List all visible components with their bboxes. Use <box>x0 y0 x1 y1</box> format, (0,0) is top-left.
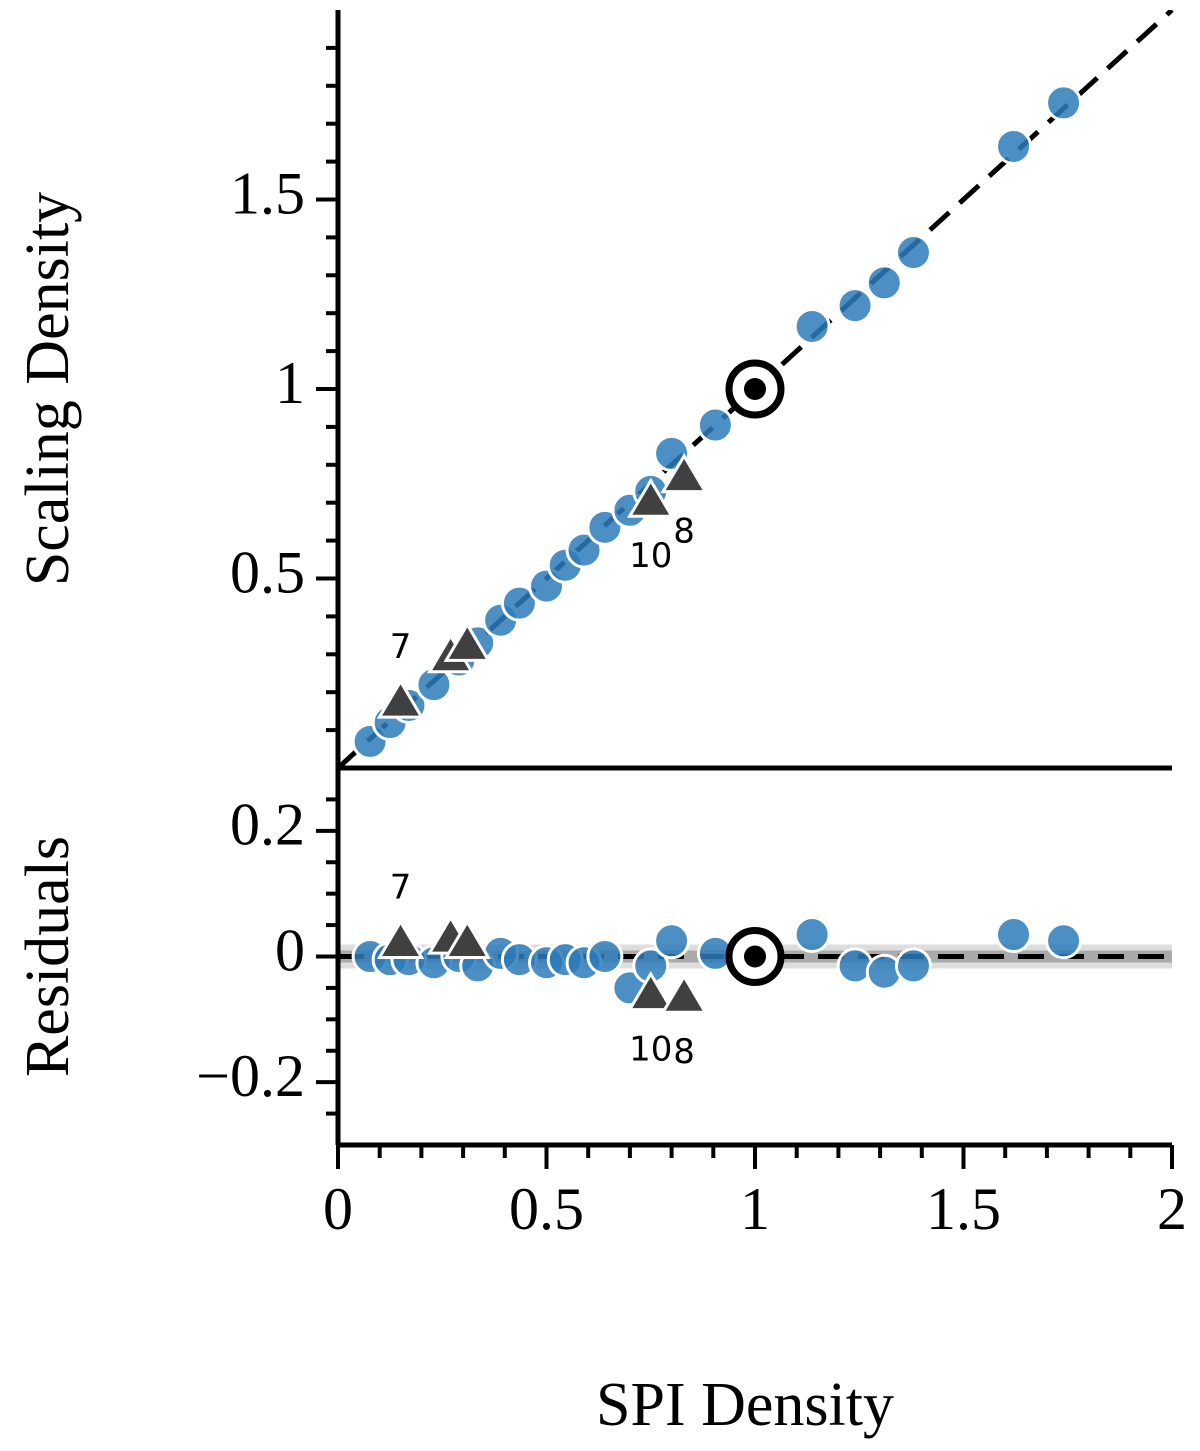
point <box>565 531 603 569</box>
plot-area <box>338 914 1172 1014</box>
point <box>995 127 1033 165</box>
point <box>894 234 932 272</box>
y-tick-label: 0.5 <box>230 539 305 605</box>
point <box>586 938 624 975</box>
point-label: 7 <box>390 867 412 907</box>
triangle-point <box>627 477 675 518</box>
point <box>865 264 903 302</box>
point <box>1045 84 1083 122</box>
triangle-point <box>660 453 708 494</box>
point <box>586 508 624 546</box>
triangle-point <box>376 918 425 960</box>
point <box>696 406 734 444</box>
point <box>793 307 831 345</box>
x-tick-label: 0 <box>323 1176 353 1242</box>
point-label: 8 <box>673 1032 695 1072</box>
x-tick-label: 1.5 <box>926 1176 1001 1242</box>
x-axis-label: SPI Density <box>596 1371 894 1439</box>
point-label: 7 <box>390 627 412 667</box>
y-tick-label: 1.5 <box>230 160 305 226</box>
x-tick-label: 2 <box>1157 1176 1187 1242</box>
point-label: 8 <box>673 512 695 552</box>
point <box>653 922 691 960</box>
triangle-point <box>376 678 425 719</box>
point <box>1045 922 1083 960</box>
point-label: 10 <box>629 536 672 576</box>
triangle-point <box>627 971 675 1012</box>
point <box>793 916 831 954</box>
y-tick-label: −0.2 <box>196 1043 305 1109</box>
triangle-point <box>443 621 491 662</box>
point <box>500 584 538 622</box>
y-tick-label: 0.2 <box>230 792 305 858</box>
y-tick-label: 0 <box>275 917 305 983</box>
triangle-point <box>660 973 708 1014</box>
point <box>995 916 1033 954</box>
x-tick-label: 1 <box>740 1176 770 1242</box>
y-axis-label: Residuals <box>14 836 82 1077</box>
point <box>836 287 874 325</box>
plot-area <box>338 10 1174 768</box>
point-label: 10 <box>629 1030 672 1070</box>
reference-point-center <box>744 945 766 968</box>
x-tick-label: 0.5 <box>509 1176 584 1242</box>
y-axis-label: Scaling Density <box>14 192 82 586</box>
y-tick-label: 1 <box>275 350 305 416</box>
reference-point-center <box>744 378 766 400</box>
triangle-point <box>443 918 491 960</box>
point <box>894 947 932 985</box>
